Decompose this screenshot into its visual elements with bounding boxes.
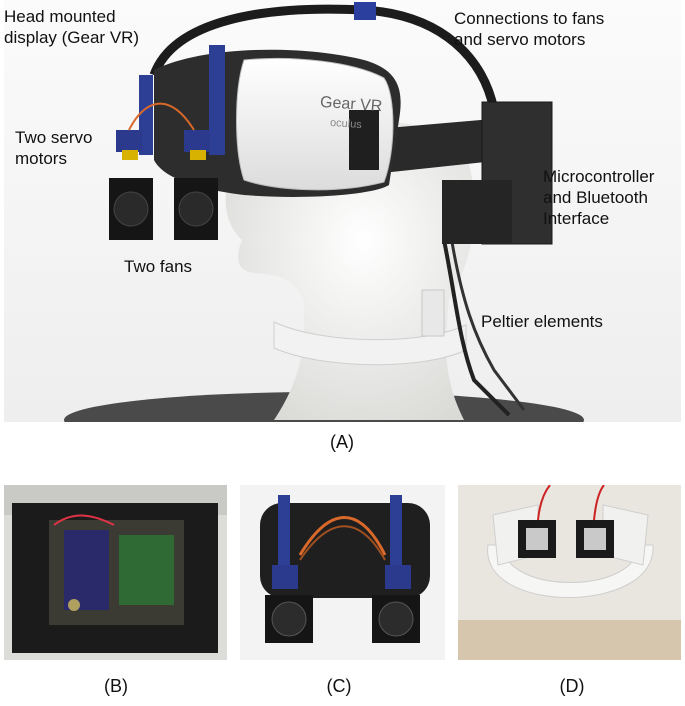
caption-a: (A) [330,432,354,452]
panel-c-photo [240,485,445,660]
label-connections: Connections to fans and servo motors [454,9,605,49]
oculus-logo-text: oculus [329,116,363,132]
label-microcontroller: Microcontroller and Bluetooth Interface [543,167,655,228]
panel-b-photo [4,485,227,660]
label-head-mounted-display: Head mounted display (Gear VR) [4,7,140,47]
caption-d: (D) [559,676,585,696]
headset-photo-illustration [4,0,681,422]
caption-b: (B) [104,676,128,696]
caption-c: (C) [326,676,352,696]
panel-a-photo: Gear VR oculus Head mounted display (Gea… [4,0,681,422]
label-peltier-elements: Peltier elements [481,312,603,331]
label-two-servo-motors: Two servo motors [15,128,93,168]
label-two-fans: Two fans [124,257,193,276]
panel-d-photo [458,485,681,660]
